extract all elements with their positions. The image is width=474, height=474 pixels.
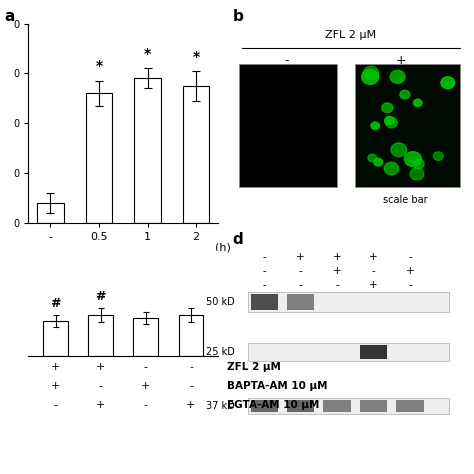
Text: +: +: [296, 253, 305, 263]
Text: -: -: [99, 381, 103, 392]
Text: +: +: [51, 362, 60, 373]
Text: ZFL 2 μM: ZFL 2 μM: [119, 271, 176, 281]
Text: +: +: [333, 266, 341, 276]
Text: *: *: [144, 47, 151, 61]
Text: +: +: [51, 381, 60, 392]
Text: -: -: [263, 253, 266, 263]
Text: -: -: [54, 400, 57, 410]
FancyBboxPatch shape: [360, 345, 387, 359]
Text: (h): (h): [215, 243, 231, 253]
Circle shape: [400, 90, 410, 99]
Text: EGTA-AM 10 μM: EGTA-AM 10 μM: [227, 400, 319, 410]
Text: 50 kD: 50 kD: [206, 297, 235, 307]
Circle shape: [371, 122, 380, 129]
Text: -: -: [263, 280, 266, 290]
Text: #: #: [95, 291, 106, 303]
Circle shape: [410, 168, 424, 180]
Text: ZFL 2 μM: ZFL 2 μM: [227, 362, 281, 373]
Text: +: +: [369, 253, 378, 263]
Circle shape: [413, 159, 424, 169]
FancyBboxPatch shape: [251, 400, 278, 412]
Circle shape: [382, 103, 393, 113]
Bar: [179, 315, 203, 356]
Text: +: +: [395, 54, 406, 66]
Text: *: *: [192, 49, 200, 64]
Text: -: -: [144, 400, 148, 410]
Circle shape: [362, 70, 379, 84]
Circle shape: [384, 162, 399, 175]
Circle shape: [385, 117, 398, 128]
FancyBboxPatch shape: [251, 294, 278, 310]
Circle shape: [374, 158, 383, 166]
Text: +: +: [141, 381, 151, 392]
FancyBboxPatch shape: [248, 292, 448, 312]
Text: -: -: [189, 381, 193, 392]
Circle shape: [433, 152, 443, 161]
Circle shape: [390, 70, 405, 83]
Text: b: b: [232, 9, 243, 25]
Text: -: -: [144, 362, 148, 373]
Bar: [134, 79, 161, 223]
FancyBboxPatch shape: [360, 400, 387, 412]
Text: +: +: [369, 280, 378, 290]
Text: +: +: [96, 400, 105, 410]
FancyBboxPatch shape: [248, 343, 448, 361]
Text: -: -: [335, 280, 339, 290]
Text: +: +: [186, 400, 196, 410]
Circle shape: [384, 117, 394, 125]
FancyBboxPatch shape: [248, 398, 448, 414]
Text: -: -: [299, 280, 302, 290]
Circle shape: [364, 66, 379, 80]
FancyBboxPatch shape: [239, 64, 337, 187]
Circle shape: [413, 99, 422, 107]
Text: -: -: [408, 280, 412, 290]
Circle shape: [404, 152, 421, 166]
FancyBboxPatch shape: [287, 294, 314, 310]
FancyBboxPatch shape: [396, 400, 424, 412]
FancyBboxPatch shape: [287, 400, 314, 412]
Bar: [86, 93, 112, 223]
Bar: [43, 321, 68, 356]
Text: 25 kD: 25 kD: [206, 347, 235, 357]
Circle shape: [391, 143, 407, 157]
Text: BAPTA-AM 10 μM: BAPTA-AM 10 μM: [227, 381, 328, 392]
Bar: [37, 203, 64, 223]
Text: 37 kD: 37 kD: [206, 401, 235, 411]
Circle shape: [368, 154, 376, 162]
FancyBboxPatch shape: [356, 64, 460, 187]
Text: +: +: [406, 266, 414, 276]
Text: scale bar: scale bar: [383, 195, 428, 205]
Text: #: #: [50, 297, 61, 310]
Text: +: +: [333, 253, 341, 263]
Circle shape: [441, 77, 455, 89]
Text: -: -: [263, 266, 266, 276]
Text: *: *: [95, 59, 102, 73]
Text: -: -: [408, 253, 412, 263]
Text: -: -: [189, 362, 193, 373]
Bar: [182, 86, 210, 223]
Text: -: -: [299, 266, 302, 276]
Bar: [133, 318, 158, 356]
Text: d: d: [232, 232, 243, 247]
Text: -: -: [372, 266, 375, 276]
Text: +: +: [96, 362, 105, 373]
Text: -: -: [285, 54, 289, 66]
FancyBboxPatch shape: [323, 400, 351, 412]
Text: a: a: [5, 9, 15, 25]
Bar: [88, 315, 113, 356]
Text: ZFL 2 μM: ZFL 2 μM: [325, 30, 376, 40]
